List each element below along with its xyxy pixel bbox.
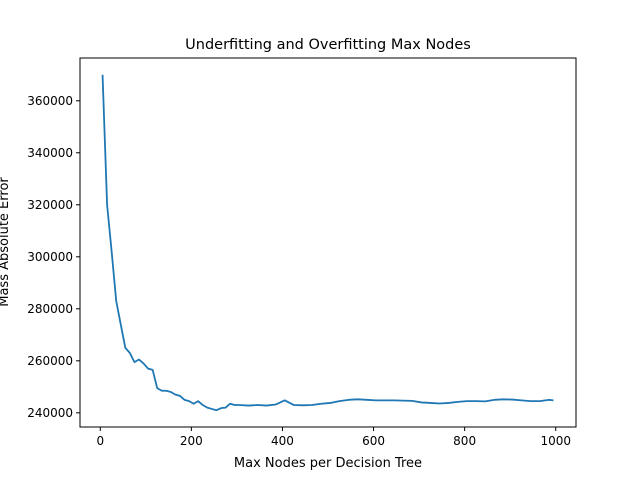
y-tick-label: 260000	[27, 354, 73, 368]
plot-frame	[79, 57, 577, 428]
x-tick-label: 200	[180, 434, 203, 448]
y-tick-label: 240000	[27, 406, 73, 420]
x-tick-label: 400	[271, 434, 294, 448]
y-tick-label: 340000	[27, 146, 73, 160]
x-tick-label: 0	[96, 434, 104, 448]
y-tick-label: 360000	[27, 94, 73, 108]
x-axis-label: Max Nodes per Decision Tree	[234, 456, 422, 471]
data-line	[101, 74, 554, 412]
x-tick-label: 1000	[540, 434, 571, 448]
y-tick-label: 280000	[27, 302, 73, 316]
y-axis-label: Mass Absolute Error	[0, 177, 12, 307]
y-tick-label: 300000	[27, 250, 73, 264]
y-tick-label: 320000	[27, 198, 73, 212]
x-tick-label: 600	[362, 434, 385, 448]
chart-title: Underfitting and Overfitting Max Nodes	[185, 37, 471, 53]
x-tick-label: 800	[453, 434, 476, 448]
